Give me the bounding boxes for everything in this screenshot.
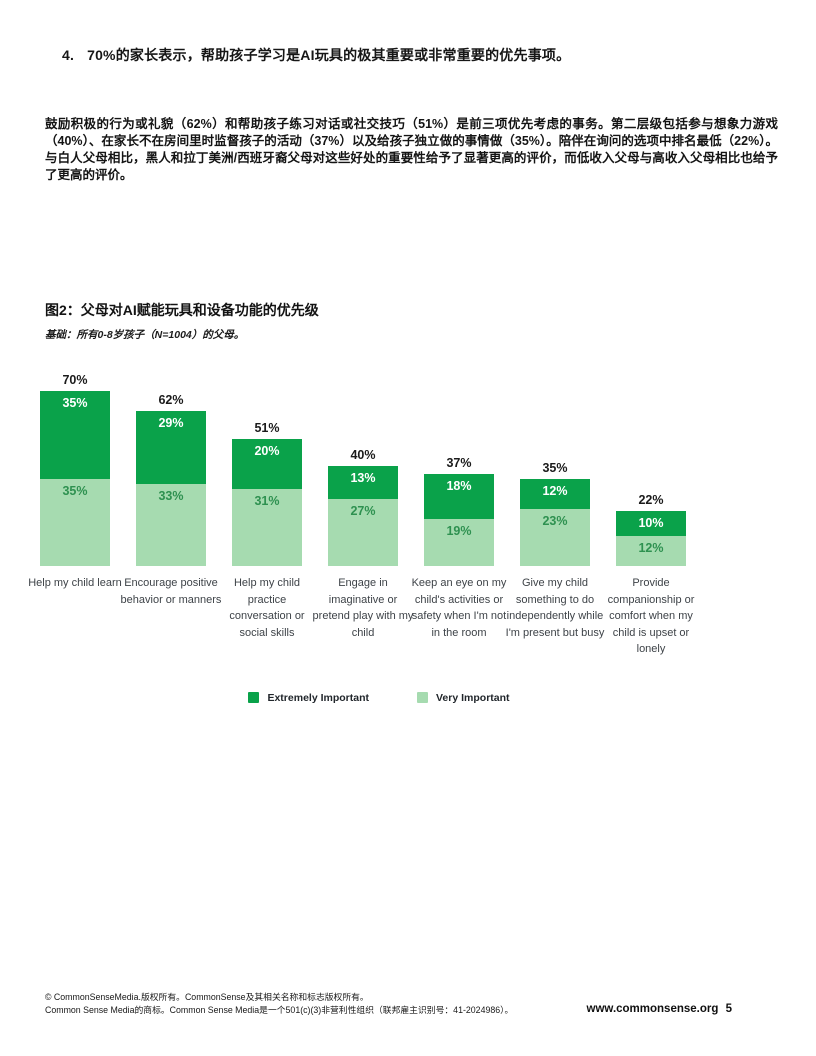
bar-total-label: 62%: [158, 393, 184, 407]
copyright-text: © CommonSenseMedia.版权所有。CommonSense及其相关名…: [45, 991, 513, 1016]
bar-segment-very-important: 12%: [616, 536, 686, 566]
segment-value-label: 31%: [254, 493, 280, 508]
segment-value-label: 35%: [62, 396, 88, 410]
bar-segment-very-important: 33%: [136, 483, 206, 566]
bar-segment-extremely-important: 29%: [136, 411, 206, 484]
figure-2: 图2：父母对AI赋能玩具和设备功能的优先级 基础：所有0-8岁孩子（N=1004…: [0, 300, 816, 704]
section-heading-text: 70%的家长表示，帮助孩子学习是AI玩具的极其重要或非常重要的优先事项。: [87, 47, 571, 63]
copyright-line-1: © CommonSenseMedia.版权所有。CommonSense及其相关名…: [45, 992, 369, 1002]
site-url: www.commonsense.org: [586, 1003, 719, 1015]
segment-value-label: 29%: [158, 416, 184, 430]
bar-total-label: 70%: [62, 373, 88, 387]
body-paragraph: 鼓励积极的行为或礼貌（62%）和帮助孩子练习对话或社交技巧（51%）是前三项优先…: [45, 117, 778, 182]
very-important-swatch-icon: [417, 692, 428, 703]
page-footer: © CommonSenseMedia.版权所有。CommonSense及其相关名…: [45, 991, 732, 1016]
bar-column: 40% 13% 27% Engage in imaginative or preten…: [312, 366, 414, 658]
extremely-important-swatch-icon: [248, 692, 260, 703]
bar-segment-extremely-important: 12%: [520, 478, 590, 509]
bar-column: 37% 18% 19% Keep an eye on my child's activ…: [411, 366, 507, 658]
bar-category-label: Help my child practice conversation or s…: [229, 577, 305, 639]
bar-total-label: 40%: [350, 448, 376, 462]
legend-label: Extremely Important: [267, 691, 369, 704]
segment-value-label: 19%: [446, 523, 472, 538]
segment-value-label: 35%: [62, 483, 88, 498]
page-number: 5: [725, 1003, 732, 1015]
bar-segment-extremely-important: 35%: [40, 391, 110, 479]
legend-item-extremely-important: Extremely Important: [248, 692, 369, 704]
footer-site-and-page: www.commonsense.org 5: [587, 1003, 732, 1016]
section-heading: 4. 70%的家长表示，帮助孩子学习是AI玩具的极其重要或非常重要的优先事项。: [62, 45, 776, 65]
bar-stack: 40% 13% 27%: [315, 366, 411, 566]
segment-value-label: 23%: [542, 513, 568, 528]
bar-category-label: Provide companionship or comfort when my…: [607, 577, 695, 655]
bar-segment-extremely-important: 13%: [328, 466, 398, 499]
section-number: 4.: [62, 47, 75, 63]
bar-segment-very-important: 27%: [328, 498, 398, 566]
bar-stack: 70% 35% 35%: [27, 366, 123, 566]
figure-title: 图2：父母对AI赋能玩具和设备功能的优先级: [45, 302, 319, 318]
segment-value-label: 12%: [542, 483, 568, 498]
bar-stack: 37% 18% 19%: [411, 366, 507, 566]
bar-segment-very-important: 31%: [232, 488, 302, 566]
bar-column: 62% 29% 33% Encourage positive behavior or …: [120, 366, 222, 658]
legend-item-very-important: Very Important: [417, 692, 510, 704]
copyright-line-2: Common Sense Media的商标。Common Sense Media…: [45, 1004, 514, 1015]
bar-category-label: Encourage positive behavior or manners: [120, 577, 222, 606]
bar-segment-extremely-important: 18%: [424, 473, 494, 519]
segment-value-label: 10%: [638, 516, 664, 530]
segment-value-label: 33%: [158, 488, 184, 503]
segment-value-label: 20%: [254, 443, 280, 458]
legend-label: Very Important: [436, 691, 510, 704]
bar-stack: 22% 10% 12%: [603, 366, 699, 566]
bar-total-label: 37%: [446, 455, 472, 470]
bar-total-label: 35%: [542, 460, 568, 475]
segment-value-label: 18%: [446, 478, 472, 493]
segment-value-label: 13%: [350, 471, 376, 485]
bar-segment-very-important: 19%: [424, 518, 494, 566]
bar-segment-very-important: 35%: [40, 478, 110, 566]
bar-stack: 62% 29% 33%: [123, 366, 219, 566]
bar-total-label: 51%: [254, 420, 280, 435]
bar-stack: 51% 20% 31%: [219, 366, 315, 566]
bar-column: 70% 35% 35% Help my child learn: [27, 366, 123, 658]
bar-category-label: Help my child learn: [28, 577, 122, 589]
figure-base-note: 基础：所有0-8岁孩子（N=1004）的父母。: [45, 329, 245, 341]
bar-category-label: Keep an eye on my child's activities or …: [411, 577, 507, 639]
segment-value-label: 12%: [638, 541, 664, 555]
bar-category-label: Engage in imaginative or pretend play wi…: [312, 577, 414, 639]
stacked-bar-chart: 70% 35% 35% Help my child learn 62% 29% 33% Enc…: [27, 366, 699, 658]
bar-column: 35% 12% 23% Give my child something to do i…: [505, 366, 605, 658]
bar-segment-extremely-important: 10%: [616, 511, 686, 536]
chart-legend: Extremely Important Very Important: [43, 692, 715, 704]
bar-segment-very-important: 23%: [520, 508, 590, 566]
segment-value-label: 27%: [350, 503, 376, 518]
bar-segment-extremely-important: 20%: [232, 438, 302, 489]
bar-column: 51% 20% 31% Help my child practice conversa…: [219, 366, 315, 658]
bar-column: 22% 10% 12% Provide companionship or comfor…: [603, 366, 699, 658]
bar-stack: 35% 12% 23%: [507, 366, 603, 566]
bar-category-label: Give my child something to do independen…: [505, 577, 605, 639]
bar-total-label: 22%: [638, 493, 664, 507]
